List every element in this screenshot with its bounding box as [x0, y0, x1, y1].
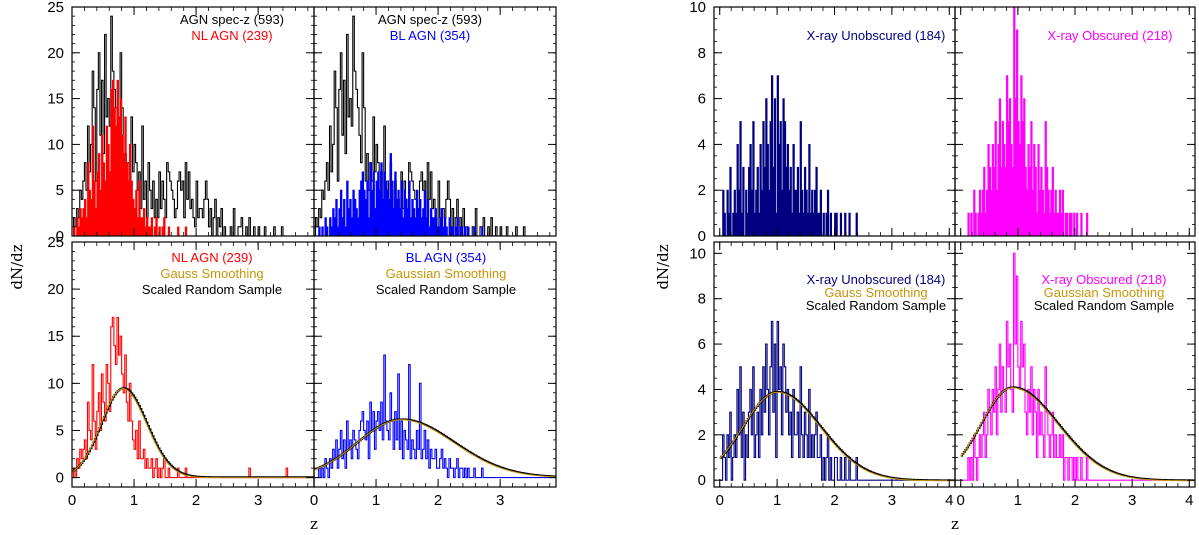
gauss-smoothing-curve: [72, 388, 314, 479]
x-axis-label-left: z: [310, 515, 318, 533]
legend-entry: Scaled Random Sample: [1034, 298, 1174, 313]
legend-entry: Gauss Smoothing: [160, 266, 263, 281]
panel-l-bottom-left: 0 1 2 3 0 5 10 15 20 25 NL AGN (239)Gauss Smoothin…: [47, 234, 315, 509]
legend-entry: Scaled Random Sample: [806, 298, 946, 313]
x-tick-label: 3: [888, 492, 896, 509]
legend-entry: X-ray Unobscured (184): [807, 272, 946, 287]
y-tick-label: 6: [698, 91, 706, 108]
panel-r-top-right: X-ray Obscured (218): [954, 6, 1196, 237]
panel-l-top-left: 0 5 10 15 20 25 AGN spec-z (593)NL AGN (239): [47, 0, 315, 245]
plot-area: [960, 252, 1195, 482]
x-tick-label: 1: [372, 492, 380, 509]
y-tick-label: 15: [47, 91, 64, 108]
histogram-fill-series-0: [960, 7, 1193, 236]
legend-entry: Gaussian Smoothing: [386, 266, 507, 281]
histogram-series-0: [314, 15, 556, 236]
y-tick-label: 10: [689, 0, 706, 16]
legend-entry: Gaussian Smoothing: [1044, 285, 1165, 300]
plot-area: [314, 15, 556, 236]
plot-area: [960, 7, 1193, 236]
plot-area: [719, 75, 953, 236]
histogram-fill-series-1: [72, 79, 314, 236]
y-tick-label: 2: [698, 427, 706, 444]
histogram-fill-series-0: [719, 75, 953, 236]
y-tick-label: 0: [56, 228, 64, 245]
gauss-smoothing-curve: [719, 391, 955, 482]
legend-entry: NL AGN (239): [191, 28, 272, 43]
y-tick-label: 25: [47, 234, 64, 251]
smoothed-random-sample-curve: [72, 387, 314, 478]
x-tick-label: 3: [496, 492, 504, 509]
histogram-series-0: [72, 15, 314, 236]
histogram-series-0: [314, 354, 556, 479]
x-axis-label-right: z: [951, 515, 959, 533]
x-tick-label: 3: [1128, 492, 1136, 509]
plot-area: [314, 354, 556, 479]
legend-entry: AGN spec-z (593): [180, 12, 284, 27]
y-tick-label: 5: [56, 422, 64, 439]
x-tick-label: 1: [773, 492, 781, 509]
y-tick-label: 0: [698, 472, 706, 489]
panel-frame: [313, 6, 557, 237]
legend-entry: AGN spec-z (593): [378, 12, 482, 27]
y-tick-label: 0: [56, 470, 64, 487]
y-tick-label: 2: [698, 182, 706, 199]
x-tick-label: 0: [716, 492, 724, 509]
y-tick-label: 20: [47, 45, 64, 62]
x-tick-label: 2: [830, 492, 838, 509]
legend-entry: Scaled Random Sample: [142, 282, 282, 297]
x-tick-label: 4: [1185, 492, 1193, 509]
legend-entry: X-ray Obscured (218): [1048, 28, 1173, 43]
x-tick-label: 0: [68, 492, 76, 509]
y-tick-label: 0: [698, 228, 706, 245]
x-tick-label: 2: [434, 492, 442, 509]
y-tick-label: 8: [698, 291, 706, 308]
panel-l-bottom-right: 0 1 2 3 BL AGN (354)Gaussian SmoothingScaled…: [310, 241, 557, 509]
y-tick-label: 10: [47, 375, 64, 392]
y-tick-label: 4: [698, 136, 706, 153]
panel-r-bottom-right: 0 1 2 3 4 X-ray Obscured (218)Gaussian Smooth…: [954, 241, 1196, 509]
y-tick-label: 15: [47, 328, 64, 345]
y-tick-label: 8: [698, 45, 706, 62]
histogram-series-0: [719, 320, 953, 481]
plot-area: [719, 320, 955, 482]
x-tick-label: 2: [192, 492, 200, 509]
y-tick-label: 25: [47, 0, 64, 16]
x-tick-label: 2: [1071, 492, 1079, 509]
y-tick-label: 4: [698, 381, 706, 398]
panel-l-top-right: AGN spec-z (593)BL AGN (354): [313, 6, 557, 237]
y-tick-label: 10: [47, 136, 64, 153]
legend-entry: BL AGN (354): [390, 28, 470, 43]
gauss-smoothing-curve: [960, 387, 1195, 482]
legend-entry: Scaled Random Sample: [376, 282, 516, 297]
panel-r-top-left: 0 2 4 6 8 10 X-ray Unobscured (184): [689, 0, 956, 245]
legend-entry: NL AGN (239): [171, 250, 252, 265]
y-axis-label-right: dN/dz: [654, 244, 672, 289]
histogram-series-0: [72, 316, 314, 479]
legend-entry: X-ray Unobscured (184): [807, 28, 946, 43]
histogram-series-0: [960, 252, 1193, 481]
x-tick-label: 1: [130, 492, 138, 509]
x-tick-label: 0: [957, 492, 965, 509]
legend-entry: BL AGN (354): [406, 250, 486, 265]
gauss-smoothing-curve: [314, 419, 556, 478]
histogram-fill-series-1: [314, 153, 556, 236]
y-tick-label: 5: [56, 182, 64, 199]
plot-area: [72, 15, 314, 236]
y-tick-label: 6: [698, 336, 706, 353]
plot-area: [72, 316, 314, 479]
y-tick-label: 10: [689, 245, 706, 262]
x-tick-label: 4: [945, 492, 953, 509]
x-tick-label: 1: [1014, 492, 1022, 509]
panel-r-bottom-left: 0 1 2 3 4 0 2 4 6 8 10 X-ray Unobscured (184)Gauss …: [689, 241, 956, 509]
x-tick-label: 0: [310, 492, 318, 509]
legend-entry: X-ray Obscured (218): [1042, 272, 1167, 287]
legend-entry: Gauss Smoothing: [824, 285, 927, 300]
y-axis-label-left: dN/dz: [8, 244, 26, 289]
x-tick-label: 3: [254, 492, 262, 509]
y-tick-label: 20: [47, 281, 64, 298]
